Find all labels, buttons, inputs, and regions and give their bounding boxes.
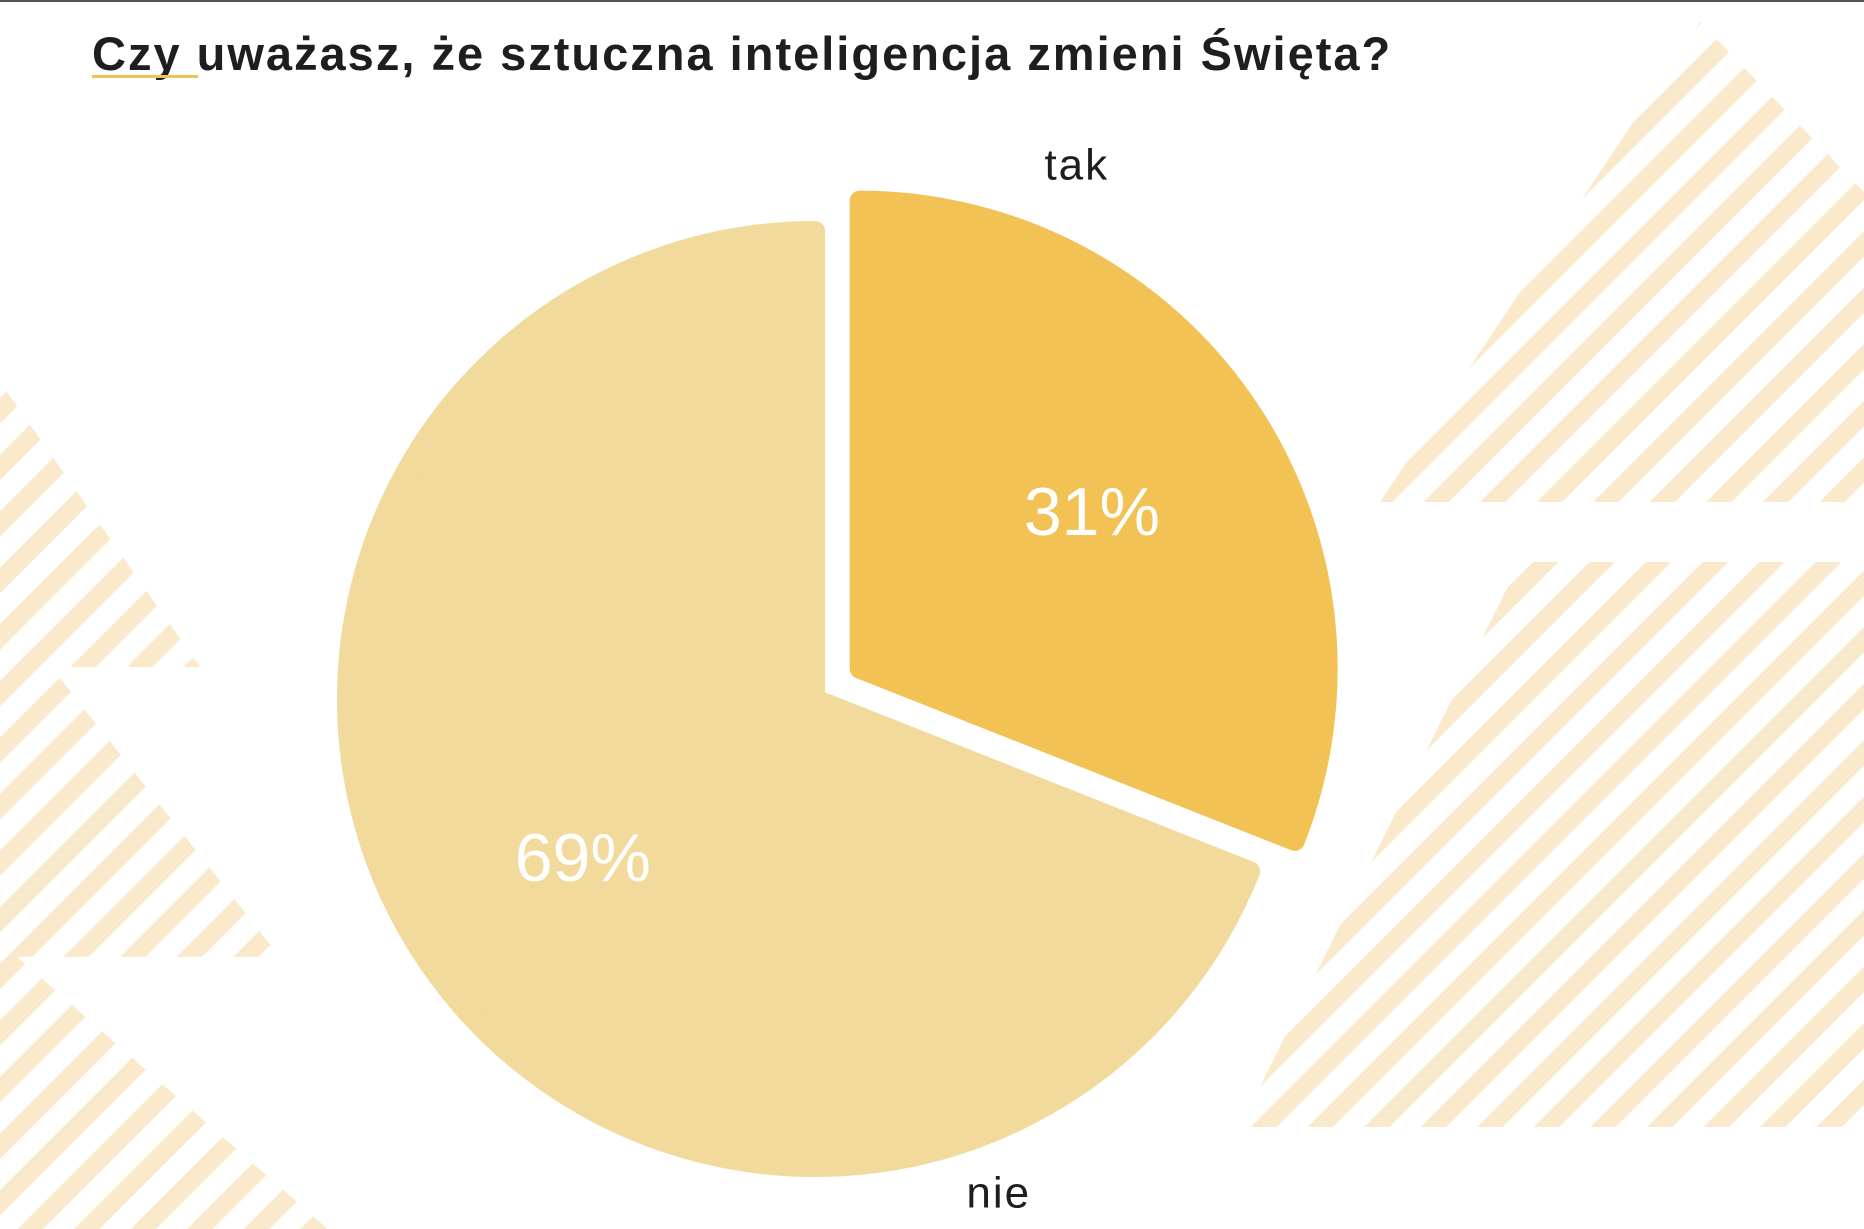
stripe-triangle-left-floor xyxy=(0,942,328,1229)
category-label-tak: tak xyxy=(1044,140,1109,189)
stripe-triangle-left-top xyxy=(0,382,200,667)
title-underline xyxy=(92,75,198,78)
chart-title: Czy uważasz, że sztuczna inteligencja zm… xyxy=(92,27,1393,80)
stripe-triangle-left-bottom xyxy=(0,602,280,957)
striped-triangles-decoration xyxy=(0,22,1864,1229)
pie-slice-nie xyxy=(337,221,1261,1177)
stripe-triangle-right-bottom xyxy=(1240,562,1864,1127)
pie-slice-tak xyxy=(849,190,1338,851)
category-label-nie: nie xyxy=(966,1169,1031,1218)
value-label-nie: 69% xyxy=(515,820,651,896)
value-label-tak: 31% xyxy=(1024,474,1160,550)
stripe-triangle-right-top xyxy=(1380,22,1864,502)
